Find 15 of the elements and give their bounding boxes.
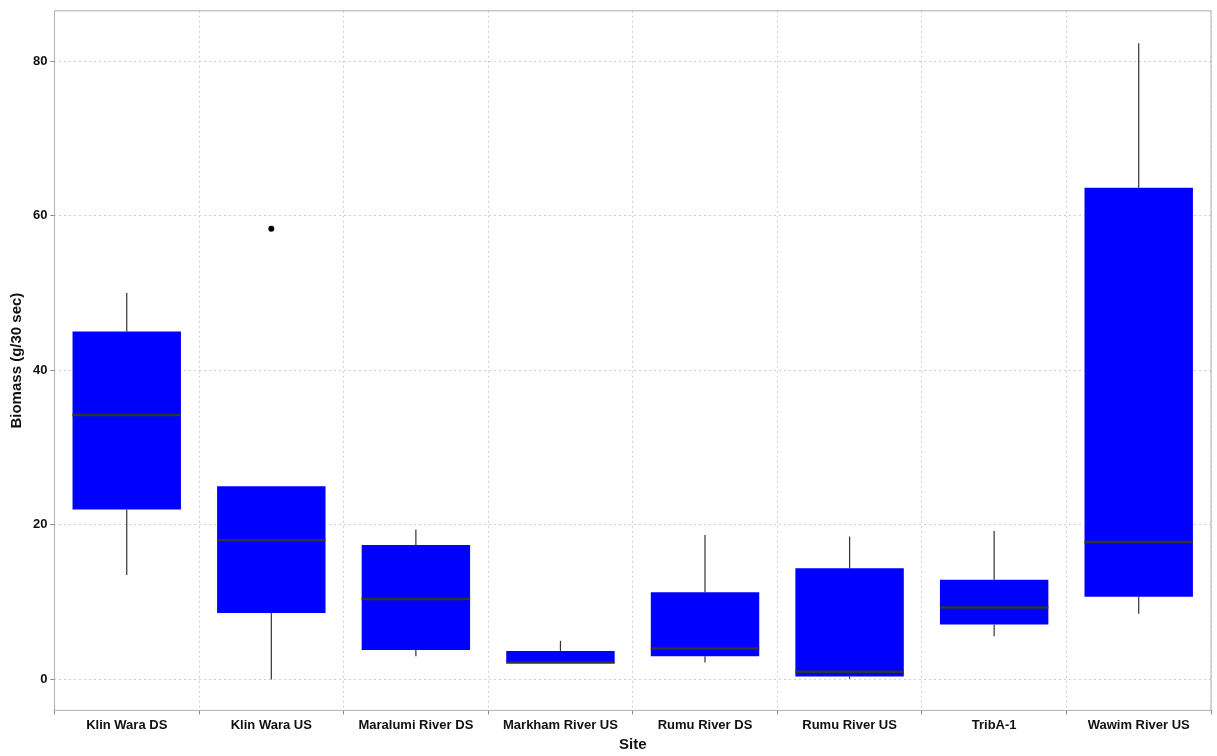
x-tick-label: TribA-1 bbox=[971, 716, 1017, 732]
x-tick-label: Markham River US bbox=[503, 716, 619, 732]
x-tick-label: Klin Wara US bbox=[230, 716, 313, 732]
y-tick-label: 40 bbox=[32, 361, 48, 377]
x-tick-label: Rumu River US bbox=[802, 716, 898, 732]
x-tick-label: Wawim River US bbox=[1087, 716, 1191, 732]
y-axis-title: Biomass (g/30 sec) bbox=[7, 292, 25, 429]
y-tick-label: 0 bbox=[40, 671, 48, 687]
y-tick-label: 20 bbox=[32, 516, 48, 532]
x-tick-label: Maralumi River DS bbox=[358, 716, 474, 732]
y-tick-label: 80 bbox=[32, 52, 48, 68]
y-tick-label: 60 bbox=[32, 207, 48, 223]
x-axis-title: Site bbox=[618, 735, 647, 753]
x-tick-label: Klin Wara DS bbox=[86, 716, 168, 732]
x-tick-label: Rumu River DS bbox=[657, 716, 753, 732]
